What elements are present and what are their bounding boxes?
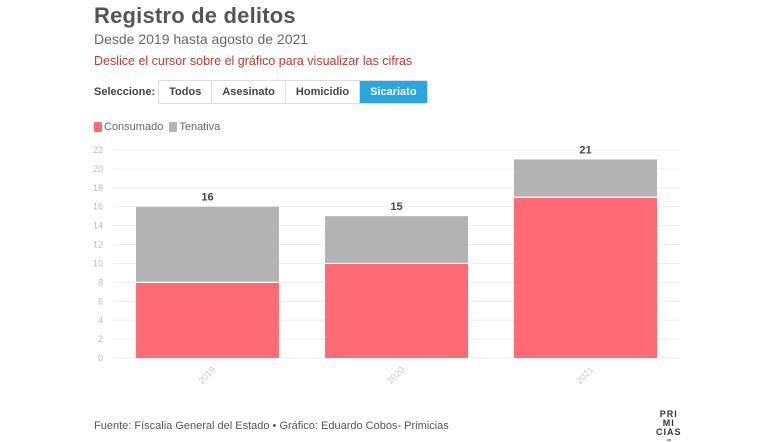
hover-hint: Deslice el cursor sobre el gráfico para … xyxy=(94,54,413,68)
selector-button-group: Todos Asesinato Homicidio Sicariato xyxy=(158,80,428,104)
legend-swatch-tenativa xyxy=(169,122,178,132)
y-tick-label-8: 8 xyxy=(98,277,103,287)
logo-line-2: MI xyxy=(662,418,675,428)
legend: Consumado Tenativa xyxy=(94,121,226,133)
y-tick-label-12: 12 xyxy=(93,240,103,250)
y-tick-label-18: 18 xyxy=(93,183,103,193)
legend-item-consumado[interactable]: Consumado xyxy=(94,121,163,133)
bar-consumado-2021[interactable] xyxy=(514,197,657,358)
logo-accent-icon xyxy=(666,439,671,441)
chart-subtitle: Desde 2019 hasta agosto de 2021 xyxy=(94,31,309,47)
source-credit: Fuente: Físcalia General del Estado • Gr… xyxy=(94,420,449,432)
option-sicariato-button[interactable]: Sicariato xyxy=(360,81,427,103)
y-tick-label-2: 2 xyxy=(98,334,103,344)
option-todos-button[interactable]: Todos xyxy=(159,81,213,103)
legend-label-tenativa: Tenativa xyxy=(179,121,221,133)
x-tick-label-2019: 2019 xyxy=(196,365,217,386)
y-tick-label-0: 0 xyxy=(98,353,103,363)
bar-consumado-2019[interactable] xyxy=(136,282,279,358)
option-homicidio-button[interactable]: Homicidio xyxy=(285,81,361,103)
selector-label: Seleccione: xyxy=(94,86,156,98)
logo-line-1: PRI xyxy=(659,409,678,419)
bar-tenativa-2021[interactable] xyxy=(514,159,657,198)
y-tick-label-4: 4 xyxy=(98,315,103,325)
chart-title: Registro de delitos xyxy=(94,3,296,28)
bar-consumado-2020[interactable] xyxy=(325,263,468,358)
legend-swatch-consumado xyxy=(94,122,102,132)
option-asesinato-button[interactable]: Asesinato xyxy=(212,81,286,103)
legend-label-consumado: Consumado xyxy=(104,121,164,133)
primicias-logo: PRI MI CIAS xyxy=(656,410,682,441)
logo-line-3: CIAS xyxy=(656,427,682,437)
total-label-2019: 16 xyxy=(201,192,213,204)
y-tick-label-16: 16 xyxy=(93,202,103,212)
y-tick-label-22: 22 xyxy=(93,145,103,155)
total-label-2021: 21 xyxy=(579,144,591,156)
x-tick-label-2021: 2021 xyxy=(574,365,595,386)
y-tick-label-14: 14 xyxy=(93,221,103,231)
y-tick-label-10: 10 xyxy=(93,258,103,268)
x-tick-label-2020: 2020 xyxy=(385,365,406,386)
y-tick-label-20: 20 xyxy=(93,164,103,174)
total-label-2020: 15 xyxy=(390,201,402,213)
crime-type-selector: Seleccione: Todos Asesinato Homicidio Si… xyxy=(94,80,428,104)
y-tick-label-6: 6 xyxy=(98,296,103,306)
bar-tenativa-2019[interactable] xyxy=(136,206,279,283)
bar-tenativa-2020[interactable] xyxy=(325,216,468,264)
legend-item-tenativa[interactable]: Tenativa xyxy=(169,121,220,133)
